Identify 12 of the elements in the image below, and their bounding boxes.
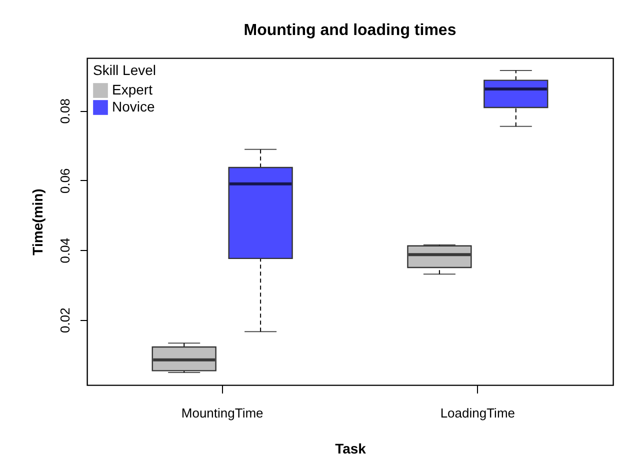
y-axis-title: Time(min) bbox=[30, 188, 46, 256]
x-tick-label: MountingTime bbox=[181, 406, 264, 420]
y-tick-label: 0.06 bbox=[58, 168, 72, 194]
y-tick-label: 0.04 bbox=[58, 238, 72, 264]
legend-label: Novice bbox=[112, 98, 156, 114]
x-tick-label: LoadingTime bbox=[440, 406, 516, 420]
y-tick-label: 0.08 bbox=[58, 98, 72, 124]
legend-title: Skill Level bbox=[93, 62, 156, 78]
chart-title: Mounting and loading times bbox=[244, 22, 456, 39]
legend-label: Expert bbox=[112, 82, 153, 98]
x-axis-title: Task bbox=[335, 440, 366, 456]
y-tick-label: 0.02 bbox=[58, 308, 72, 333]
